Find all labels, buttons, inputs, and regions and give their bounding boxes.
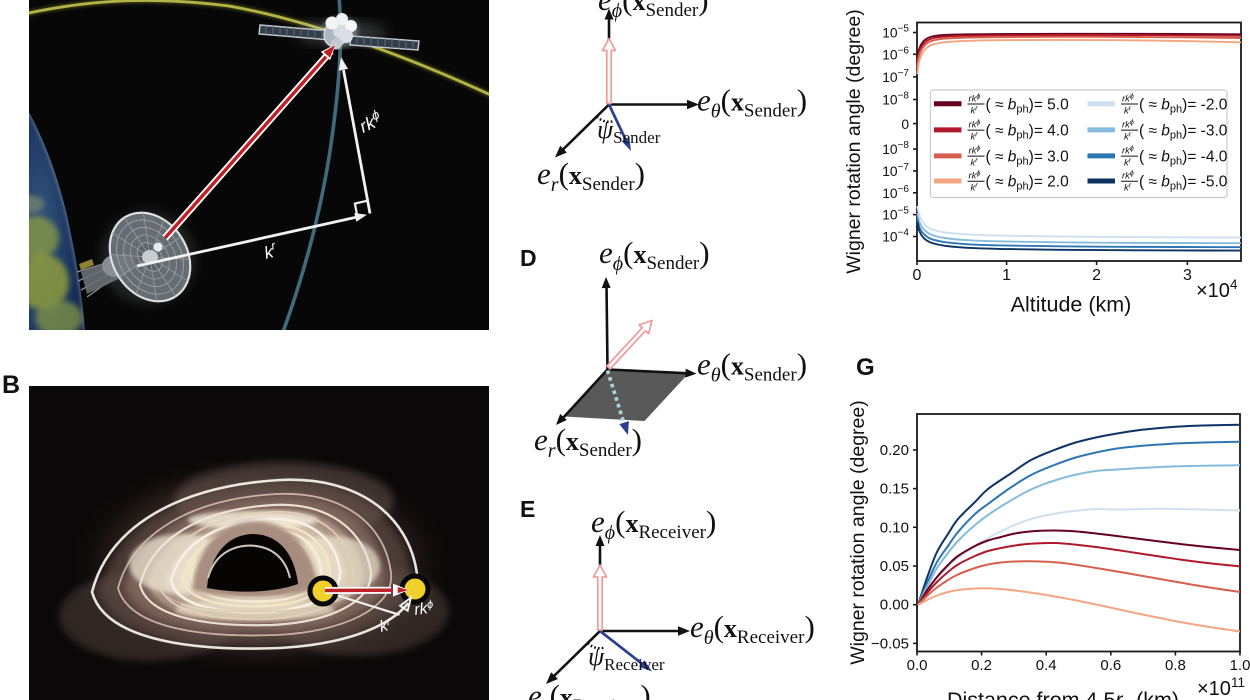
svg-text:G: G [856, 354, 875, 381]
svg-text:10−6: 10−6 [882, 184, 909, 201]
svg-text:0.05: 0.05 [880, 558, 909, 575]
svg-text:1.0: 1.0 [1230, 657, 1250, 674]
svg-text:eϕ(xSender): eϕ(xSender) [599, 235, 710, 275]
svg-text:E: E [520, 496, 535, 522]
svg-text:kr: kr [1124, 131, 1132, 142]
svg-text:0.10: 0.10 [880, 519, 909, 536]
svg-text:D: D [520, 245, 537, 271]
svg-text:×104: ×104 [1196, 277, 1238, 302]
svg-text:rkϕ: rkϕ [1122, 119, 1134, 130]
svg-text:Wigner rotation angle (degree): Wigner rotation angle (degree) [847, 400, 869, 664]
svg-text:er(xSender): er(xSender) [534, 422, 642, 462]
svg-text:( ≈ bph)= 2.0: ( ≈ bph)= 2.0 [986, 174, 1070, 193]
svg-text:Wigner rotation angle (degree): Wigner rotation angle (degree) [843, 9, 865, 273]
svg-text:eϕ(xSender): eϕ(xSender) [598, 0, 709, 22]
svg-text:0: 0 [913, 267, 922, 284]
svg-text:er(xSender): er(xSender) [537, 156, 645, 196]
svg-text:rkϕ: rkϕ [1122, 93, 1134, 104]
svg-text:kr: kr [1124, 157, 1132, 168]
svg-text:rkϕ: rkϕ [969, 145, 981, 156]
svg-text:eθ(xSender): eθ(xSender) [697, 83, 807, 123]
svg-text:10−4: 10−4 [882, 228, 909, 245]
svg-text:Distance from 4.5rs (km): Distance from 4.5rs (km) [947, 688, 1179, 700]
svg-text:10−7: 10−7 [882, 68, 909, 85]
svg-text:10−7: 10−7 [882, 162, 909, 179]
svg-text:rkϕ: rkϕ [969, 119, 981, 130]
svg-text:0.6: 0.6 [1100, 657, 1121, 674]
svg-text:×1011: ×1011 [1197, 675, 1245, 700]
svg-text:−0.05: −0.05 [871, 635, 909, 652]
svg-text:( ≈ bph)= -5.0: ( ≈ bph)= -5.0 [1139, 174, 1228, 193]
svg-text:kr: kr [971, 183, 979, 194]
svg-text:0.15: 0.15 [880, 481, 909, 498]
svg-text:( ≈ bph)= 4.0: ( ≈ bph)= 4.0 [986, 122, 1070, 141]
svg-text:0.00: 0.00 [880, 597, 909, 614]
svg-text:kr: kr [1124, 105, 1132, 116]
svg-text:( ≈ bph)= -3.0: ( ≈ bph)= -3.0 [1139, 122, 1228, 141]
svg-text:0.4: 0.4 [1036, 657, 1057, 674]
svg-text:( ≈ bph)= 3.0: ( ≈ bph)= 3.0 [986, 148, 1070, 167]
svg-text:10−6: 10−6 [882, 45, 909, 62]
svg-text:2: 2 [1092, 267, 1101, 284]
svg-text:0.8: 0.8 [1165, 657, 1186, 674]
svg-text:rkϕ: rkϕ [969, 93, 981, 104]
svg-text:Altitude (km): Altitude (km) [1011, 293, 1132, 317]
svg-text:0.0: 0.0 [907, 657, 928, 674]
svg-text:eθ(xReceiver): eθ(xReceiver) [690, 609, 815, 649]
svg-text:1: 1 [1002, 267, 1011, 284]
svg-text:kr: kr [971, 157, 979, 168]
svg-text:3: 3 [1183, 267, 1192, 284]
svg-text:10−8: 10−8 [882, 91, 909, 108]
svg-text:eθ(xSender): eθ(xSender) [697, 347, 807, 387]
svg-text:( ≈ bph)= -2.0: ( ≈ bph)= -2.0 [1139, 96, 1228, 115]
svg-text:kr: kr [971, 105, 979, 116]
svg-text:rkϕ: rkϕ [969, 171, 981, 182]
svg-text:0.20: 0.20 [880, 442, 909, 459]
svg-text:10−5: 10−5 [882, 206, 909, 223]
svg-text:10−8: 10−8 [882, 140, 909, 157]
svg-text:kr: kr [971, 131, 979, 142]
svg-text:0.2: 0.2 [971, 657, 992, 674]
svg-text:( ≈ bph)= 5.0: ( ≈ bph)= 5.0 [986, 96, 1070, 115]
svg-text:rkϕ: rkϕ [1122, 171, 1134, 182]
svg-text:eϕ(xReceiver): eϕ(xReceiver) [591, 504, 716, 544]
svg-text:10−5: 10−5 [882, 24, 909, 41]
svg-text:kr: kr [1124, 183, 1132, 194]
svg-text:rkϕ: rkϕ [1122, 145, 1134, 156]
svg-text:er(xReceiver): er(xReceiver) [528, 678, 651, 700]
svg-text:0: 0 [901, 117, 909, 132]
svg-text:( ≈ bph)= -4.0: ( ≈ bph)= -4.0 [1139, 148, 1228, 167]
